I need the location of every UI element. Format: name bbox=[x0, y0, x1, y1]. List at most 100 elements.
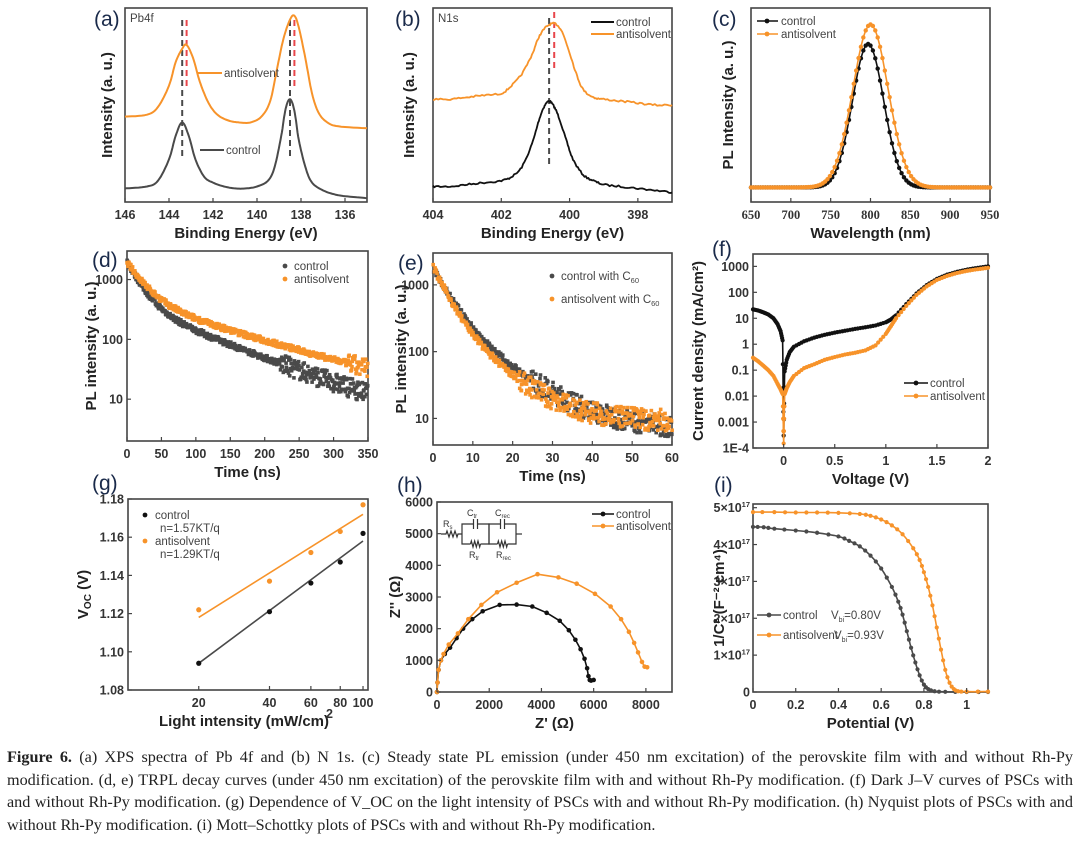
data-point bbox=[322, 352, 326, 356]
capacitor-symbol bbox=[472, 519, 479, 529]
data-point bbox=[509, 362, 514, 367]
data-point bbox=[352, 357, 357, 362]
data-point bbox=[200, 321, 205, 325]
data-point bbox=[904, 303, 909, 308]
data-point bbox=[253, 338, 258, 343]
panel-d: (d) 10 100 1000 0 50 100 150 200 250 300 350 control… bbox=[83, 249, 378, 481]
data-point bbox=[553, 398, 558, 402]
data-point bbox=[342, 375, 346, 379]
data-point bbox=[509, 370, 514, 374]
data-point bbox=[471, 333, 475, 337]
data-point bbox=[594, 408, 599, 413]
data-point bbox=[663, 411, 667, 416]
data-point bbox=[521, 373, 526, 378]
data-point bbox=[347, 353, 351, 358]
data-point bbox=[435, 271, 439, 276]
tick-mantissa: 5×10 bbox=[714, 501, 742, 515]
data-point bbox=[909, 298, 914, 303]
data-point bbox=[606, 409, 611, 414]
data-point bbox=[846, 108, 852, 113]
x-tick-label: 750 bbox=[821, 208, 840, 222]
circuit-label: Crec bbox=[495, 508, 510, 520]
data-point bbox=[306, 364, 310, 369]
data-point bbox=[287, 355, 292, 360]
data-point bbox=[669, 418, 674, 423]
data-point bbox=[616, 418, 621, 423]
x-axis-label-sup: 2 bbox=[326, 707, 333, 721]
y-tick-label: 100 bbox=[102, 333, 123, 347]
data-point bbox=[338, 381, 343, 385]
data-point bbox=[750, 524, 756, 529]
data-point bbox=[895, 527, 900, 532]
data-point bbox=[556, 404, 561, 408]
data-point bbox=[584, 665, 590, 671]
data-point bbox=[936, 636, 941, 641]
y-axis-label: Intensity (a. u.) bbox=[99, 52, 116, 158]
data-point bbox=[772, 510, 777, 515]
data-point bbox=[889, 523, 894, 528]
data-point bbox=[455, 631, 461, 636]
data-point bbox=[465, 325, 470, 330]
data-point bbox=[438, 277, 443, 282]
data-point bbox=[180, 312, 184, 317]
data-point bbox=[303, 375, 308, 380]
x-tick-label: 138 bbox=[291, 208, 312, 222]
y-tick-label: 10 bbox=[735, 312, 749, 326]
data-point bbox=[129, 262, 133, 267]
data-point bbox=[804, 529, 809, 534]
data-point bbox=[889, 141, 895, 146]
data-point bbox=[571, 391, 576, 396]
legend-label: control bbox=[783, 610, 818, 622]
x-tick-label: 0.6 bbox=[872, 698, 889, 712]
data-point bbox=[449, 298, 453, 303]
legend-marker bbox=[142, 512, 148, 518]
data-point bbox=[364, 392, 369, 397]
data-point bbox=[615, 404, 619, 409]
y-tick-label: 1.10 bbox=[100, 645, 124, 659]
legend-label-sub: 60 bbox=[651, 299, 659, 308]
caption-text: (a) XPS spectra of Pb 4f and (b) N 1s. (… bbox=[7, 748, 1074, 834]
data-point bbox=[172, 316, 177, 321]
data-point bbox=[321, 382, 326, 387]
legend-annotation: n=1.29KT/q bbox=[160, 549, 220, 561]
data-point bbox=[575, 400, 579, 405]
data-point bbox=[893, 592, 898, 597]
y-tick-label: 0.1 bbox=[732, 364, 749, 378]
data-point bbox=[919, 563, 925, 569]
data-point bbox=[546, 400, 550, 404]
data-point bbox=[561, 396, 565, 400]
series-markers-control bbox=[748, 41, 993, 190]
series-line-antisolvent bbox=[432, 21, 673, 107]
data-point bbox=[300, 371, 305, 376]
resistor-symbol bbox=[496, 538, 509, 550]
inline-legend-label: antisolvent bbox=[224, 68, 280, 80]
panel-label: (h) bbox=[397, 474, 423, 497]
data-point bbox=[469, 321, 473, 325]
panel-g: (g) controln=1.57KT/qantisolventn=1.29KT/… bbox=[75, 472, 373, 730]
data-point bbox=[545, 404, 550, 409]
data-point bbox=[873, 343, 878, 348]
y-axis-label: Current density (mA/cm²) bbox=[690, 261, 707, 441]
data-point bbox=[755, 524, 760, 530]
data-point bbox=[881, 334, 886, 339]
data-point bbox=[497, 602, 502, 608]
data-point bbox=[202, 331, 206, 336]
y-tick-label: 0 bbox=[743, 686, 750, 700]
data-point bbox=[896, 599, 901, 604]
data-point bbox=[292, 359, 297, 363]
data-point bbox=[528, 393, 532, 397]
legend-marker bbox=[549, 273, 555, 279]
x-tick-label: 146 bbox=[115, 208, 136, 222]
x-tick-label: 0.2 bbox=[787, 698, 804, 712]
data-point bbox=[341, 387, 346, 392]
data-point bbox=[549, 402, 554, 406]
data-point bbox=[825, 510, 830, 515]
data-point bbox=[575, 412, 579, 417]
x-tick-label: 8000 bbox=[632, 698, 660, 712]
data-point bbox=[517, 386, 522, 391]
x-tick-label: 950 bbox=[981, 208, 1000, 222]
data-point bbox=[858, 44, 864, 50]
data-point bbox=[300, 375, 305, 379]
rc-element bbox=[488, 523, 517, 545]
data-point bbox=[579, 410, 584, 414]
